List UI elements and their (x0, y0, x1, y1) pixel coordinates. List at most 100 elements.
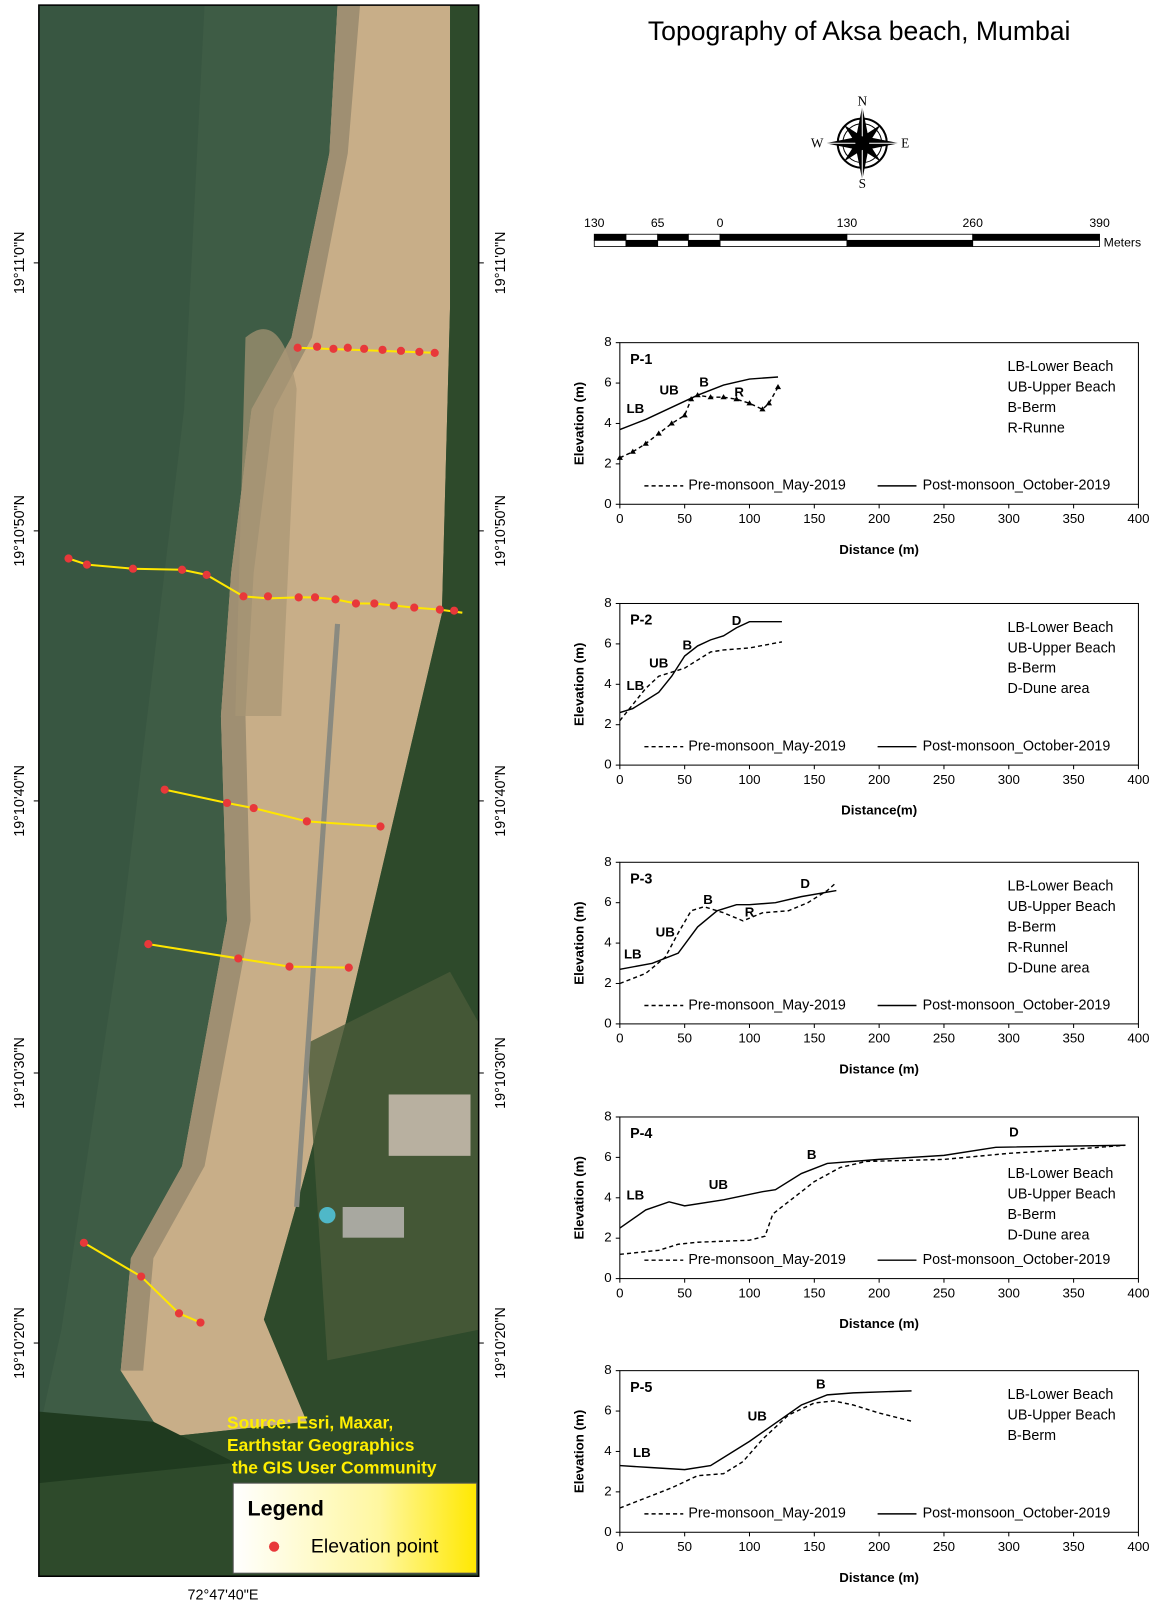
note: B-Berm (1008, 1207, 1057, 1223)
x-tick-label: 200 (868, 1285, 890, 1300)
pool (319, 1207, 335, 1223)
x-tick-label: 350 (1063, 1539, 1085, 1554)
annotation: LB (624, 947, 642, 962)
scale-label: 65 (651, 216, 665, 230)
compass-w: W (811, 135, 824, 150)
source-line: Source: Esri, Maxar, (227, 1412, 393, 1432)
source-line: the GIS User Community (227, 1457, 437, 1477)
annotation: LB (633, 1445, 651, 1460)
x-tick-label: 0 (616, 511, 623, 526)
lat-label: 19°10'30"N (493, 1037, 509, 1109)
y-tick-label: 4 (604, 415, 611, 430)
x-tick-label: 150 (803, 511, 825, 526)
elevation-point (303, 817, 311, 825)
chart-title: P-2 (630, 613, 652, 629)
scale-label: 260 (962, 216, 983, 230)
note: LB-Lower Beach (1008, 879, 1114, 895)
elevation-point (250, 804, 258, 812)
elevation-point (436, 606, 444, 614)
y-axis-label: Elevation (m) (571, 1410, 586, 1493)
legend-label: Pre-monsoon_May-2019 (688, 738, 846, 754)
x-tick-label: 400 (1127, 1031, 1149, 1046)
y-tick-label: 2 (604, 1483, 611, 1498)
scale-segment (594, 240, 626, 246)
note: R-Runne (1008, 420, 1065, 436)
y-axis-label: Elevation (m) (571, 643, 586, 726)
note: B-Berm (1008, 661, 1057, 677)
y-tick-label: 2 (604, 1230, 611, 1245)
y-tick-label: 4 (604, 1443, 611, 1458)
x-tick-label: 300 (998, 1031, 1020, 1046)
annotation: D (732, 613, 742, 628)
chart: 02468050100150200250300350400Distance (m… (571, 854, 1149, 1077)
x-tick-label: 50 (677, 772, 692, 787)
note: UB-Upper Beach (1008, 640, 1116, 656)
elevation-point (345, 964, 353, 972)
x-tick-label: 250 (933, 1285, 955, 1300)
chart: 02468050100150200250300350400Distance(m)… (571, 595, 1149, 818)
scale-segment (720, 240, 847, 246)
figure: Source: Esri, Maxar, Earthstar Geographi… (0, 0, 1164, 1610)
elevation-point (83, 561, 91, 569)
x-tick-label: 50 (677, 1539, 692, 1554)
elevation-point (370, 599, 378, 607)
elevation-point (331, 595, 339, 603)
series-line (620, 882, 837, 983)
elevation-point (137, 1272, 145, 1280)
annotation: D (1009, 1125, 1019, 1140)
elevation-point (129, 565, 137, 573)
x-axis-label: Distance (m) (839, 542, 919, 557)
note: D-Dune area (1008, 681, 1090, 697)
y-tick-label: 8 (604, 595, 611, 610)
legend-label: Post-monsoon_October-2019 (923, 997, 1111, 1013)
series-line (620, 622, 782, 713)
scale-segment (658, 240, 689, 246)
note: LB-Lower Beach (1008, 1166, 1114, 1182)
map: Source: Esri, Maxar, Earthstar Geographi… (39, 5, 479, 1576)
scale-label: 390 (1089, 216, 1110, 230)
legend-label: Post-monsoon_October-2019 (923, 478, 1111, 494)
y-tick-label: 0 (604, 1270, 611, 1285)
chart: 02468050100150200250300350400Distance (m… (571, 1108, 1149, 1331)
x-tick-label: 200 (868, 1539, 890, 1554)
scale-segment (658, 234, 689, 240)
elevation-point (360, 345, 368, 353)
y-tick-label: 2 (604, 975, 611, 990)
legend-label: Pre-monsoon_May-2019 (688, 1506, 846, 1522)
x-axis-label: Distance (m) (839, 1061, 919, 1076)
elevation-point (178, 566, 186, 574)
map-legend-item: Elevation point (311, 1536, 439, 1558)
x-tick-label: 50 (677, 511, 692, 526)
scale-segment (847, 240, 973, 246)
y-tick-label: 6 (604, 1403, 611, 1418)
x-tick-label: 400 (1127, 1285, 1149, 1300)
x-tick-label: 400 (1127, 772, 1149, 787)
y-tick-label: 4 (604, 935, 611, 950)
scale-segment (688, 240, 720, 246)
note: LB-Lower Beach (1008, 359, 1114, 375)
y-tick-label: 6 (604, 894, 611, 909)
elevation-point (311, 593, 319, 601)
scale-label: 130 (837, 216, 858, 230)
scale-segment (626, 234, 658, 240)
x-tick-label: 250 (933, 1031, 955, 1046)
building (343, 1207, 404, 1238)
x-tick-label: 0 (616, 1031, 623, 1046)
x-axis-label: Distance(m) (841, 803, 917, 818)
compass: N E S W (811, 93, 909, 191)
annotation: LB (627, 678, 645, 693)
x-tick-label: 250 (933, 1539, 955, 1554)
note: UB-Upper Beach (1008, 379, 1116, 395)
lat-label: 19°10'30"N (12, 1037, 28, 1109)
elevation-point (376, 822, 384, 830)
legend-label: Pre-monsoon_May-2019 (688, 997, 846, 1013)
annotation: UB (656, 925, 675, 940)
y-tick-label: 0 (604, 496, 611, 511)
scale-segment (626, 240, 658, 246)
note: D-Dune area (1008, 960, 1090, 976)
annotation: UB (649, 656, 668, 671)
x-tick-label: 150 (803, 772, 825, 787)
annotation: B (682, 637, 692, 652)
note: LB-Lower Beach (1008, 620, 1114, 636)
elevation-point (264, 592, 272, 600)
